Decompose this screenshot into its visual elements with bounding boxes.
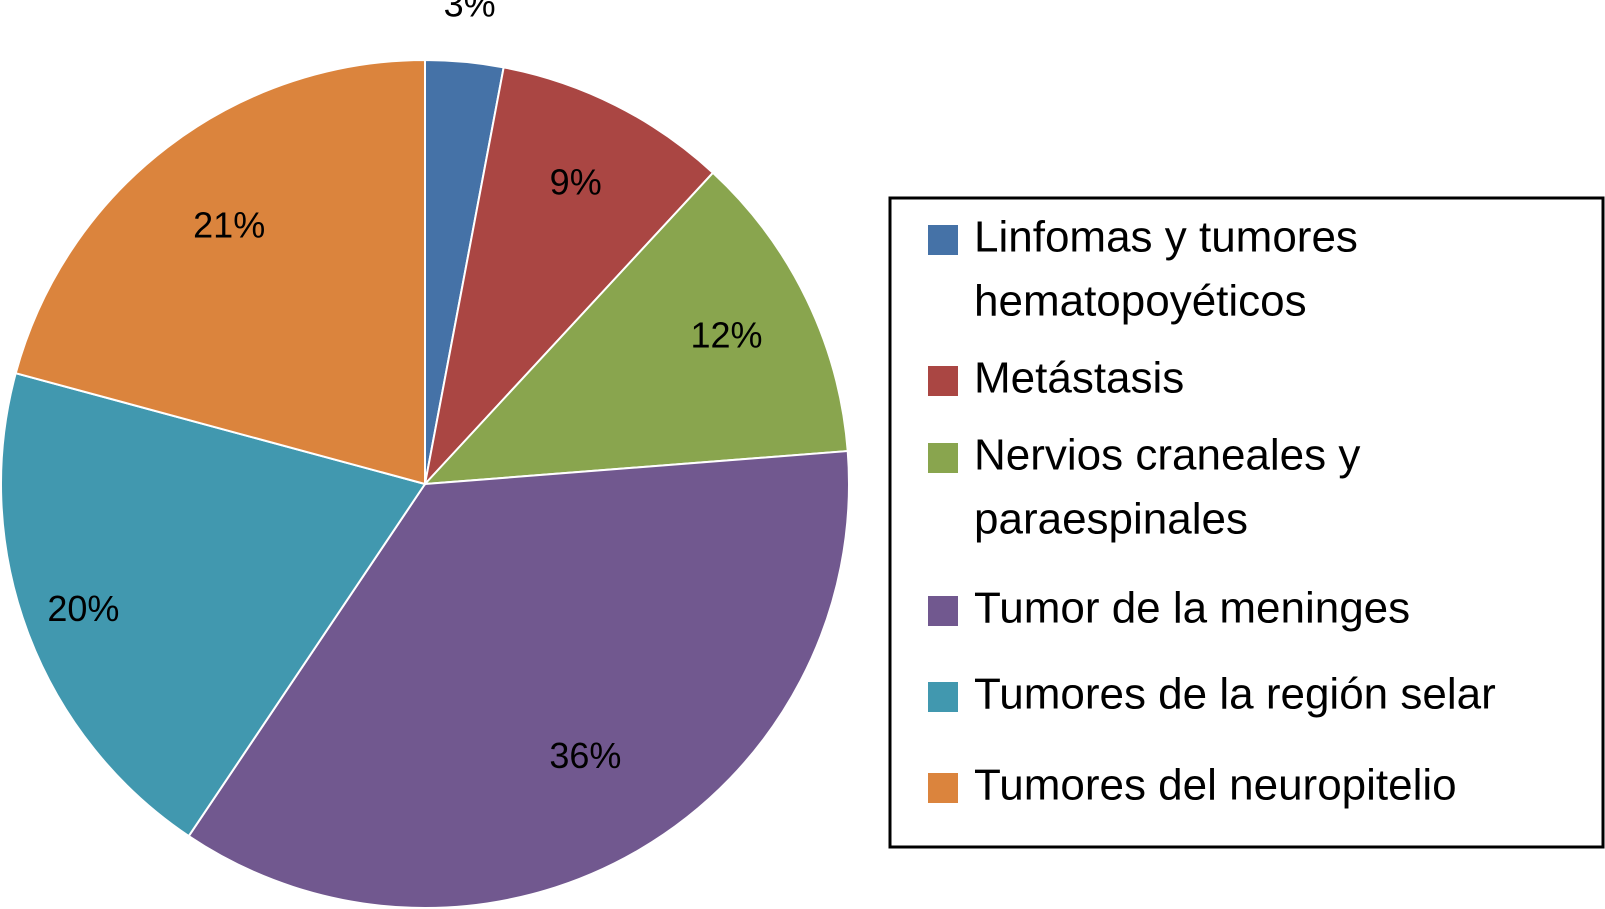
legend-label: Nervios craneales y: [974, 431, 1360, 480]
pie-slice-tumores-del-neuropitelio: [14, 58, 426, 486]
slice-label-nervios-craneales-y-paraespinales: 12%: [690, 315, 762, 356]
pie-slice-metastasis: [423, 66, 715, 488]
legend-items: Linfomas y tumores hematopoyéticos Metásta…: [928, 213, 1496, 810]
legend-swatch-icon: [928, 596, 958, 626]
slice-label-tumores-de-la-region-selar: 20%: [47, 588, 119, 629]
legend-label: hematopoyéticos: [974, 277, 1307, 326]
legend-item-linfomas-y-tumores-hematopoyeticos: Linfomas y tumores hematopoyéticos: [928, 213, 1358, 326]
legend-label: Tumor de la meninges: [974, 584, 1410, 633]
legend-swatch-icon: [928, 225, 958, 255]
legend-swatch-icon: [928, 682, 958, 712]
legend-label: Linfomas y tumores: [974, 213, 1358, 262]
pie-slices: [0, 58, 851, 909]
slice-label-tumores-del-neuropitelio: 21%: [193, 205, 265, 246]
legend-item-nervios-craneales-y-paraespinales: Nervios craneales y paraespinales: [928, 431, 1360, 544]
legend-item-tumor-de-la-meninges: Tumor de la meninges: [928, 584, 1410, 633]
slice-label-metastasis: 9%: [550, 161, 602, 202]
legend-label: Tumores de la región selar: [974, 670, 1496, 719]
legend-label: Metástasis: [974, 354, 1184, 403]
pie-slice-labels: 3% 9% 12% 36% 20% 21%: [47, 0, 762, 776]
legend-swatch-icon: [928, 366, 958, 396]
legend-item-tumores-del-neuropitelio: Tumores del neuropitelio: [928, 761, 1457, 810]
slice-label-tumor-de-la-meninges: 36%: [549, 735, 621, 776]
pie-slice-nervios-craneales-y-paraespinales: [422, 171, 849, 486]
legend-item-metastasis: Metástasis: [928, 354, 1184, 403]
slice-label-linfomas-y-tumores-hematopoyeticos: 3%: [444, 0, 496, 25]
pie-slice-tumores-de-la-region-selar: [0, 371, 427, 838]
legend-item-tumores-de-la-region-selar: Tumores de la región selar: [928, 670, 1496, 719]
legend-frame: [888, 196, 1605, 849]
legend-label: paraespinales: [974, 495, 1248, 544]
pie-slice-tumor-de-la-meninges: [187, 449, 851, 909]
legend-label: Tumores del neuropitelio: [974, 761, 1457, 810]
legend: Linfomas y tumores hematopoyéticos Metásta…: [888, 196, 1605, 849]
legend-swatch-icon: [928, 773, 958, 803]
legend-swatch-icon: [928, 443, 958, 473]
